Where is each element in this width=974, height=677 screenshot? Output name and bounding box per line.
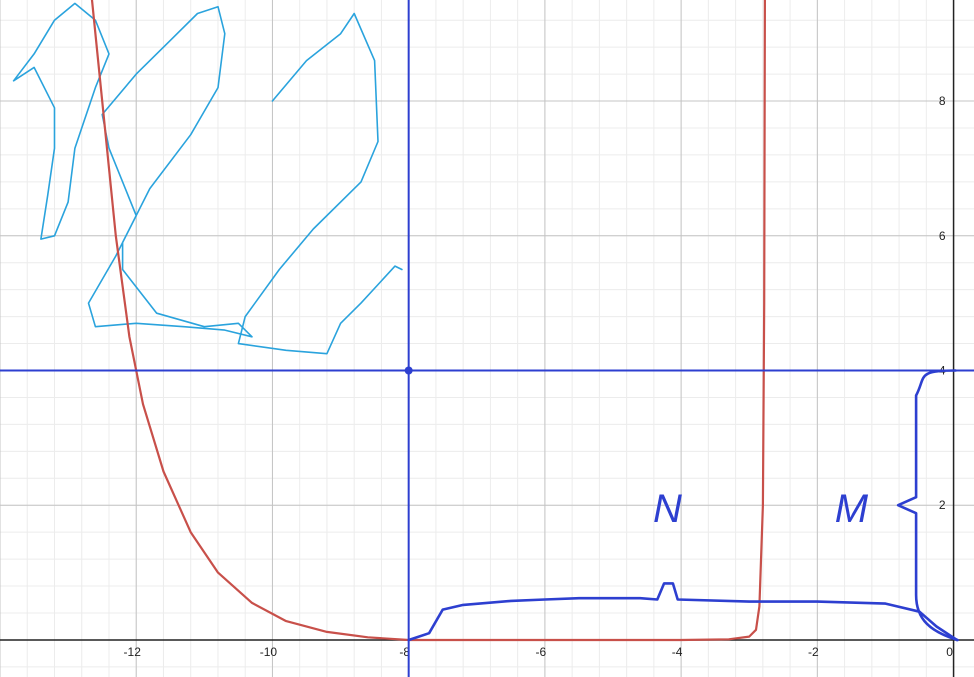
x-tick-label: -4: [672, 645, 683, 659]
x-tick-label: -2: [808, 645, 819, 659]
x-tick-label: -12: [124, 645, 142, 659]
blue-hand-curve: [407, 582, 959, 642]
annotation-n: N: [653, 487, 682, 531]
x-tick-label: -8: [399, 645, 410, 659]
annotation-m: M: [835, 487, 869, 531]
scribble-stroke: [87, 5, 253, 338]
y-tick-label: 2: [939, 498, 946, 512]
curly-brace: [896, 369, 959, 642]
y-tick-label: 6: [939, 229, 946, 243]
x-tick-label: -6: [536, 645, 547, 659]
hand-drawn-scribbles: [12, 2, 403, 355]
scribble-stroke: [12, 2, 110, 240]
x-tick-label: 0: [946, 645, 953, 659]
scribble-stroke: [237, 12, 403, 355]
y-tick-label: 8: [939, 94, 946, 108]
intersection-point[interactable]: [404, 366, 413, 375]
x-tick-label: -10: [260, 645, 278, 659]
